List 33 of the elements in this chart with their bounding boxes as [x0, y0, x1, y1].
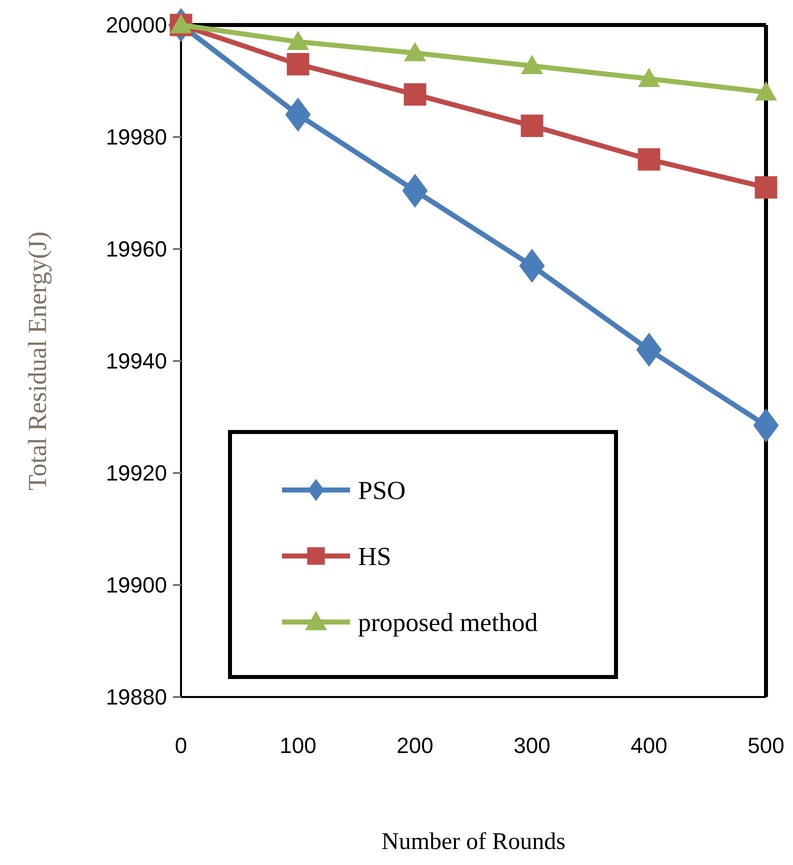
y-tick-label: 19960: [106, 236, 167, 262]
point: [285, 98, 311, 132]
x-tick-label: 300: [514, 733, 550, 758]
y-tick-label: 20000: [106, 12, 167, 38]
y-tick-label: 19900: [106, 572, 167, 598]
x-axis-title: Number of Rounds: [382, 829, 566, 855]
x-tick-label: 200: [396, 733, 434, 758]
point: [755, 81, 777, 100]
x-tick-label: 0: [174, 733, 188, 758]
y-tick-label: 19980: [106, 124, 167, 150]
y-axis-title: Total Residual Energy(J): [23, 231, 52, 491]
y-tick-label: 19920: [106, 460, 167, 486]
point: [520, 114, 544, 137]
point: [519, 248, 545, 283]
legend-label: PSO: [358, 476, 406, 506]
y-tick-label: 19880: [106, 684, 167, 710]
point: [521, 54, 543, 74]
point: [286, 53, 310, 76]
point: [287, 30, 309, 50]
point: [636, 332, 662, 367]
point: [638, 148, 660, 171]
x-tick-label: 400: [630, 733, 668, 758]
point: [404, 83, 426, 106]
point: [753, 408, 779, 442]
point: [638, 68, 660, 88]
legend-label: HS: [358, 542, 392, 572]
legend-label: proposed method: [358, 608, 538, 638]
y-tick-label: 19940: [106, 348, 167, 374]
x-tick-label: 100: [280, 733, 316, 758]
point: [402, 174, 428, 208]
x-tick-label: 500: [748, 733, 784, 758]
point: [404, 42, 426, 62]
point: [754, 176, 778, 199]
